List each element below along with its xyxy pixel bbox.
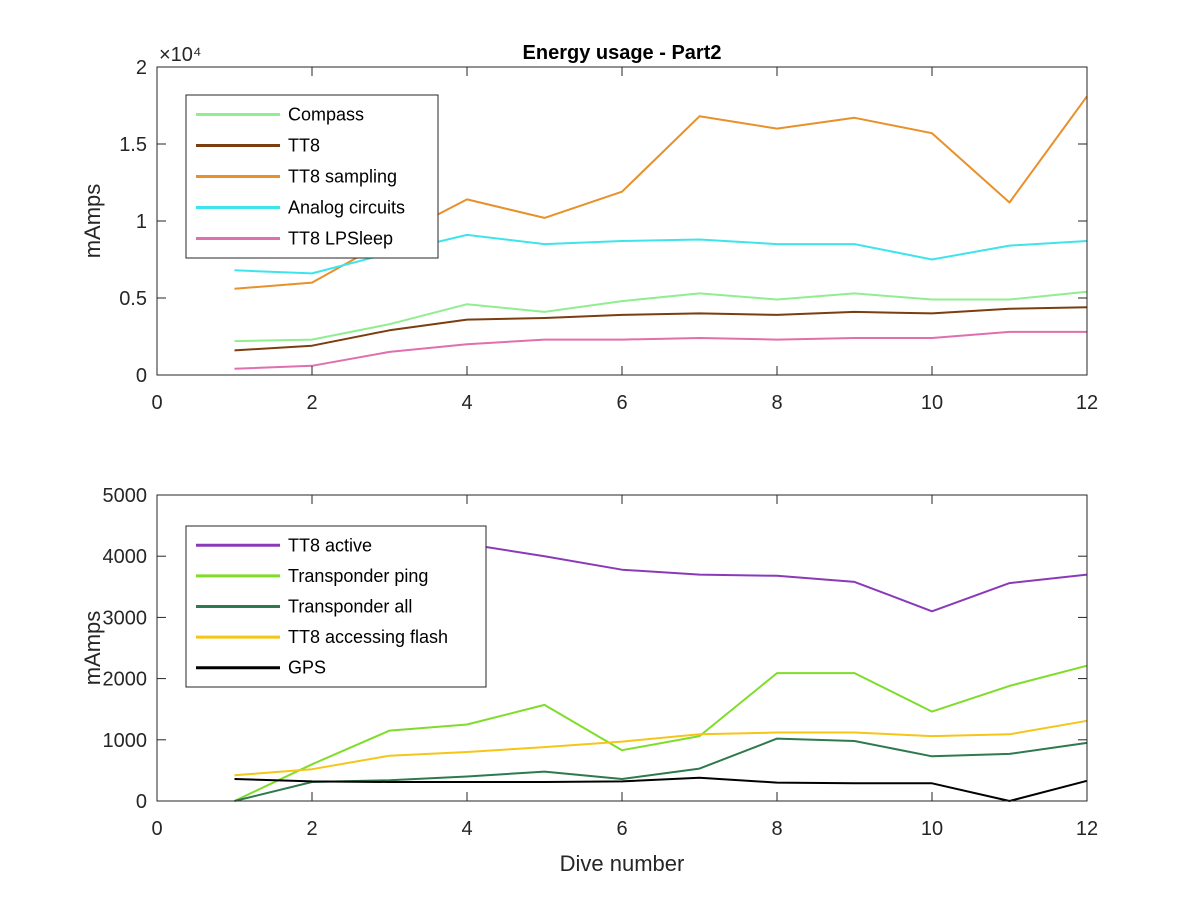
y-tick-label: 0.5 [119,288,147,310]
y-tick-label: 1 [136,211,147,233]
legend-entry: TT8 active [288,535,372,555]
x-tick-label: 6 [616,392,627,414]
x-tick-label: 12 [1076,818,1098,840]
x-tick-label: 10 [921,392,943,414]
x-tick-label: 8 [771,392,782,414]
series-line-0-4 [234,330,1087,370]
legend-entry: Analog circuits [288,198,405,218]
y-exponent-label: ×10⁴ [159,44,202,66]
series-line-0-1 [234,306,1088,352]
x-tick-label: 10 [921,818,943,840]
x-tick-label: 6 [616,818,627,840]
x-axis-label: Dive number [560,851,685,876]
legend-entry: TT8 accessing flash [288,627,448,647]
y-axis-label: mAmps [80,184,105,259]
y-tick-label: 5000 [103,485,148,507]
series-line-0-0 [234,290,1088,343]
legend-entry: GPS [288,658,326,678]
y-tick-label: 2 [136,57,147,79]
y-tick-label: 1.5 [119,134,147,156]
x-tick-label: 4 [461,392,472,414]
legend-entry: Transponder ping [288,566,428,586]
y-axis-label: mAmps [80,611,105,686]
y-tick-label: 4000 [103,546,148,568]
legend-entry: Compass [288,105,364,125]
series-line-1-2 [234,737,1088,802]
x-tick-label: 2 [306,818,317,840]
x-tick-label: 12 [1076,392,1098,414]
legend-entry: TT8 [288,136,320,156]
y-tick-label: 3000 [103,607,148,629]
y-tick-label: 0 [136,365,147,387]
series-line-1-3 [234,719,1088,777]
legend-entry: TT8 LPSleep [288,229,393,249]
chart-title: Energy usage - Part2 [523,42,722,64]
x-tick-label: 4 [461,818,472,840]
legend-entry: TT8 sampling [288,167,397,187]
x-tick-label: 0 [151,818,162,840]
y-tick-label: 1000 [103,730,148,752]
y-tick-label: 2000 [103,669,148,691]
series-line-1-1 [234,664,1088,802]
x-tick-label: 0 [151,392,162,414]
x-tick-label: 2 [306,392,317,414]
top-plot: 0 2 4 6 8 10 12 0 0.5 1 1.5 2 ×10⁴ Energy usage - Par… [80,42,1098,414]
series-line-1-4 [234,776,1088,802]
y-tick-label: 0 [136,791,147,813]
x-tick-label: 8 [771,818,782,840]
bottom-plot: 0 2 4 6 8 10 12 0 1000 2000 3000 4000 5000 mAmps Dive … [80,485,1098,876]
legend-entry: Transponder all [288,597,412,617]
